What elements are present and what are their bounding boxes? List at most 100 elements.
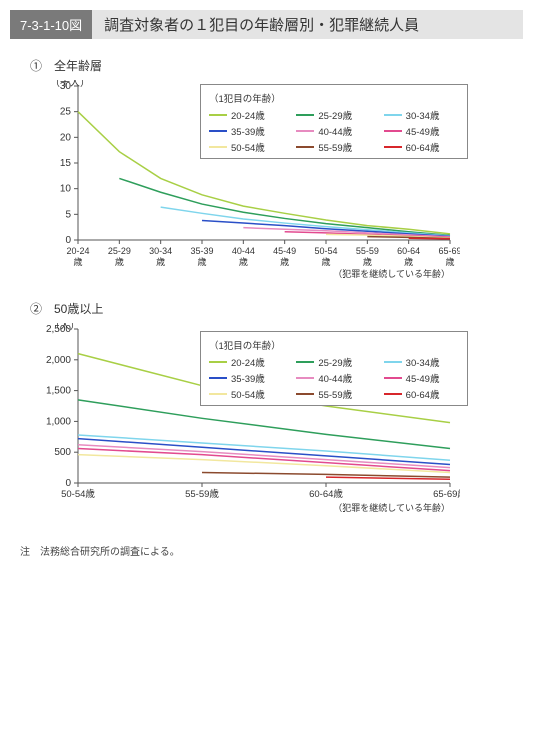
y-tick-label: 2,000 [46, 355, 71, 366]
y-tick-label: 0 [65, 478, 71, 489]
panel2-chart-wrap: 05001,0001,5002,0002,50050-54歳55-59歳60-6… [30, 323, 513, 523]
legend-item-s50_54: 50-54歳 [209, 387, 284, 401]
legend-label: 35-39歳 [231, 371, 265, 385]
series-line-s55_59 [202, 473, 450, 478]
y-tick-label: 1,000 [46, 416, 71, 427]
panel2-title: ② 50歳以上 [30, 300, 513, 317]
series-line-s60_64 [409, 238, 450, 239]
x-tick-label: 40-44 [232, 246, 255, 256]
legend-label: 20-24歳 [231, 355, 265, 369]
legend-label: 25-29歳 [318, 108, 352, 122]
x-tick-label: 45-49 [273, 246, 296, 256]
y-tick-label: 15 [60, 158, 72, 169]
legend-title: （1犯目の年齢） [209, 338, 459, 352]
x-tick-label: 歳 [115, 256, 124, 267]
legend-label: 50-54歳 [231, 140, 265, 154]
legend-item-s25_29: 25-29歳 [296, 355, 371, 369]
legend-swatch [209, 130, 227, 132]
y-tick-label: 10 [60, 184, 72, 195]
legend-label: 40-44歳 [318, 124, 352, 138]
legend-item-s25_29: 25-29歳 [296, 108, 371, 122]
series-line-s25_29 [119, 178, 450, 235]
x-tick-label: 30-34 [149, 246, 172, 256]
legend-swatch [384, 377, 402, 379]
x-tick-label: 25-29 [108, 246, 131, 256]
legend-label: 55-59歳 [318, 140, 352, 154]
legend-item-s30_34: 30-34歳 [384, 355, 459, 369]
legend-item-s55_59: 55-59歳 [296, 387, 371, 401]
legend-item-s45_49: 45-49歳 [384, 124, 459, 138]
legend-swatch [209, 146, 227, 148]
legend-label: 50-54歳 [231, 387, 265, 401]
x-tick-label: 歳 [280, 256, 289, 267]
legend-label: 60-64歳 [406, 387, 440, 401]
x-tick-label: 歳 [321, 256, 330, 267]
y-tick-label: 25 [60, 107, 72, 118]
y-unit-label: （千人） [50, 80, 90, 89]
legend-item-s20_24: 20-24歳 [209, 355, 284, 369]
legend-label: 45-49歳 [406, 371, 440, 385]
panel-over-50: ② 50歳以上 05001,0001,5002,0002,50050-54歳55… [30, 300, 513, 523]
legend-swatch [209, 361, 227, 363]
legend-item-s35_39: 35-39歳 [209, 371, 284, 385]
y-tick-label: 500 [54, 447, 71, 458]
y-tick-label: 5 [65, 209, 71, 220]
legend-swatch [384, 146, 402, 148]
panel-all-ages: ① 全年齢層 05101520253020-24歳25-29歳30-34歳35-… [30, 57, 513, 280]
legend-swatch [384, 361, 402, 363]
x-axis-note: （犯罪を継続している年齢） [333, 268, 450, 279]
legend-title: （1犯目の年齢） [209, 91, 459, 105]
legend-swatch [296, 393, 314, 395]
legend-swatch [209, 114, 227, 116]
legend-item-s35_39: 35-39歳 [209, 124, 284, 138]
legend-swatch [296, 114, 314, 116]
x-tick-label: 歳 [239, 256, 248, 267]
legend-item-s40_44: 40-44歳 [296, 371, 371, 385]
x-tick-label: 歳 [445, 256, 454, 267]
x-tick-label: 55-59歳 [185, 488, 219, 500]
x-tick-label: 50-54 [314, 246, 337, 256]
x-tick-label: 歳 [73, 256, 82, 267]
y-tick-label: 1,500 [46, 386, 71, 397]
legend-swatch [384, 130, 402, 132]
figure-number-tag: 7-3-1-10図 [10, 10, 92, 39]
legend-label: 45-49歳 [406, 124, 440, 138]
x-axis-note: （犯罪を継続している年齢） [333, 502, 450, 513]
legend-item-s45_49: 45-49歳 [384, 371, 459, 385]
x-tick-label: 歳 [404, 256, 413, 267]
panel1-chart-wrap: 05101520253020-24歳25-29歳30-34歳35-39歳40-4… [30, 80, 513, 280]
legend-label: 35-39歳 [231, 124, 265, 138]
legend-item-s20_24: 20-24歳 [209, 108, 284, 122]
x-tick-label: 歳 [363, 256, 372, 267]
panel1-title: ① 全年齢層 [30, 57, 513, 74]
x-tick-label: 65-69歳 [433, 488, 460, 500]
legend-swatch [296, 361, 314, 363]
legend-item-s55_59: 55-59歳 [296, 140, 371, 154]
x-tick-label: 60-64歳 [309, 488, 343, 500]
legend-label: 20-24歳 [231, 108, 265, 122]
panel2-legend: （1犯目の年齢） 20-24歳 25-29歳 30-34歳 35-39歳 40-44歳 45… [200, 331, 468, 406]
x-tick-label: 歳 [156, 256, 165, 267]
legend-label: 55-59歳 [318, 387, 352, 401]
legend-item-s60_64: 60-64歳 [384, 140, 459, 154]
legend-label: 30-34歳 [406, 355, 440, 369]
legend-item-s50_54: 50-54歳 [209, 140, 284, 154]
legend-swatch [209, 393, 227, 395]
legend-swatch [384, 114, 402, 116]
legend-label: 25-29歳 [318, 355, 352, 369]
x-tick-label: 50-54歳 [61, 488, 95, 500]
series-line-s25_29 [78, 400, 450, 449]
legend-swatch [296, 146, 314, 148]
x-tick-label: 60-64 [397, 246, 420, 256]
x-tick-label: 55-59 [356, 246, 379, 256]
x-tick-label: 歳 [197, 256, 206, 267]
legend-label: 40-44歳 [318, 371, 352, 385]
legend-swatch [209, 377, 227, 379]
legend-swatch [296, 130, 314, 132]
legend-label: 60-64歳 [406, 140, 440, 154]
legend-item-s40_44: 40-44歳 [296, 124, 371, 138]
x-tick-label: 20-24 [66, 246, 89, 256]
legend-label: 30-34歳 [406, 108, 440, 122]
figure-header: 7-3-1-10図 調査対象者の１犯目の年齢層別・犯罪継続人員 [10, 10, 523, 39]
legend-item-s60_64: 60-64歳 [384, 387, 459, 401]
